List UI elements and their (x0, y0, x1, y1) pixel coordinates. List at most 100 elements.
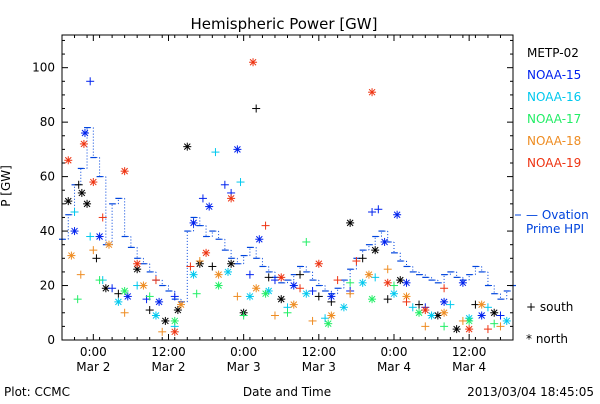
north-point (368, 88, 377, 97)
x-tick-label: 12:00 (452, 345, 487, 359)
legend-entry-ovation-line1: — Ovation (526, 208, 589, 222)
south-point (86, 232, 95, 241)
marker-stroke (215, 282, 222, 289)
south-point (296, 284, 305, 293)
legend-entry-metp-02: METP-02 (527, 46, 579, 60)
marker-stroke (105, 241, 113, 249)
north-point (214, 270, 223, 279)
south-point (496, 322, 505, 331)
x-tick-label: 12:00 (151, 345, 186, 359)
south-point (192, 289, 201, 298)
marker-stroke (202, 249, 210, 257)
south-point (483, 325, 492, 334)
south-point (233, 292, 242, 301)
north-point (380, 237, 389, 246)
south-point (389, 281, 398, 290)
north-point (227, 259, 236, 268)
south-point (296, 270, 305, 279)
north-point (302, 289, 311, 298)
south-point (195, 257, 204, 266)
x-tick-date-label: Mar 2 (151, 360, 185, 374)
south-point (383, 295, 392, 304)
x-tick-date-label: Mar 2 (76, 360, 110, 374)
north-point (465, 325, 474, 334)
north-point (233, 145, 242, 154)
north-point (177, 300, 186, 309)
south-point (308, 316, 317, 325)
marker-stroke (368, 88, 376, 96)
south-point (108, 284, 117, 293)
south-point (374, 205, 383, 214)
x-tick-date-label: Mar 3 (302, 360, 336, 374)
marker-stroke (403, 279, 410, 287)
north-point (114, 297, 123, 306)
south-point (458, 316, 467, 325)
north-point (104, 240, 113, 249)
south-point (264, 273, 273, 282)
north-point (249, 58, 258, 67)
south-point (261, 221, 270, 230)
marker-stroke (384, 279, 392, 287)
marker-stroke (102, 284, 110, 292)
marker-stroke (177, 301, 185, 308)
marker-stroke (302, 290, 310, 298)
marker-stroke (115, 298, 122, 306)
south-point (270, 311, 279, 320)
marker-stroke (324, 320, 332, 328)
legend-entry-noaa-19: NOAA-19 (527, 156, 581, 170)
marker-stroke (78, 189, 86, 197)
marker-stroke (277, 295, 285, 303)
north-point (189, 218, 198, 227)
marker-stroke (428, 312, 435, 319)
south-point (371, 273, 380, 282)
north-point (502, 316, 511, 325)
north-point (346, 218, 355, 227)
marker-stroke (152, 312, 160, 319)
marker-stroke (155, 298, 163, 306)
marker-stroke (315, 260, 323, 268)
marker-stroke (227, 260, 235, 268)
north-point (421, 306, 430, 315)
south-point (446, 300, 455, 309)
north-point (189, 270, 198, 279)
marker-stroke (290, 301, 298, 308)
marker-stroke (162, 317, 169, 325)
marker-stroke (183, 143, 191, 151)
x-tick-label: 12:00 (302, 345, 337, 359)
footer-credit: Plot: CCMC (4, 385, 70, 399)
marker-stroke (368, 295, 376, 303)
marker-stroke (124, 293, 132, 300)
north-point (170, 327, 179, 336)
south-point (440, 284, 449, 293)
marker-stroke (340, 303, 348, 311)
north-point (161, 316, 170, 325)
north-point (289, 281, 298, 290)
marker-stroke (64, 156, 72, 164)
north-point (64, 197, 73, 206)
south-point (440, 322, 449, 331)
noaa-16-series (70, 148, 511, 331)
north-point (358, 278, 367, 287)
north-point (327, 311, 336, 320)
marker-stroke (71, 227, 78, 235)
marker-stroke (290, 282, 298, 289)
marker-stroke (277, 274, 285, 281)
north-point (339, 303, 348, 312)
south-point (145, 292, 154, 301)
south-point (145, 306, 154, 315)
north-point (173, 306, 182, 315)
south-point (314, 292, 323, 301)
marker-stroke (171, 328, 179, 336)
south-point (308, 286, 317, 295)
north-point (396, 276, 405, 285)
south-point (346, 289, 355, 298)
marker-stroke (83, 200, 91, 208)
south-point (186, 262, 195, 271)
north-point (477, 300, 486, 309)
marker-stroke (215, 271, 222, 278)
north-point (214, 281, 223, 290)
marker-stroke (453, 325, 460, 333)
south-point (408, 303, 417, 312)
x-tick-label: 0:00 (230, 345, 257, 359)
marker-stroke (171, 317, 179, 325)
